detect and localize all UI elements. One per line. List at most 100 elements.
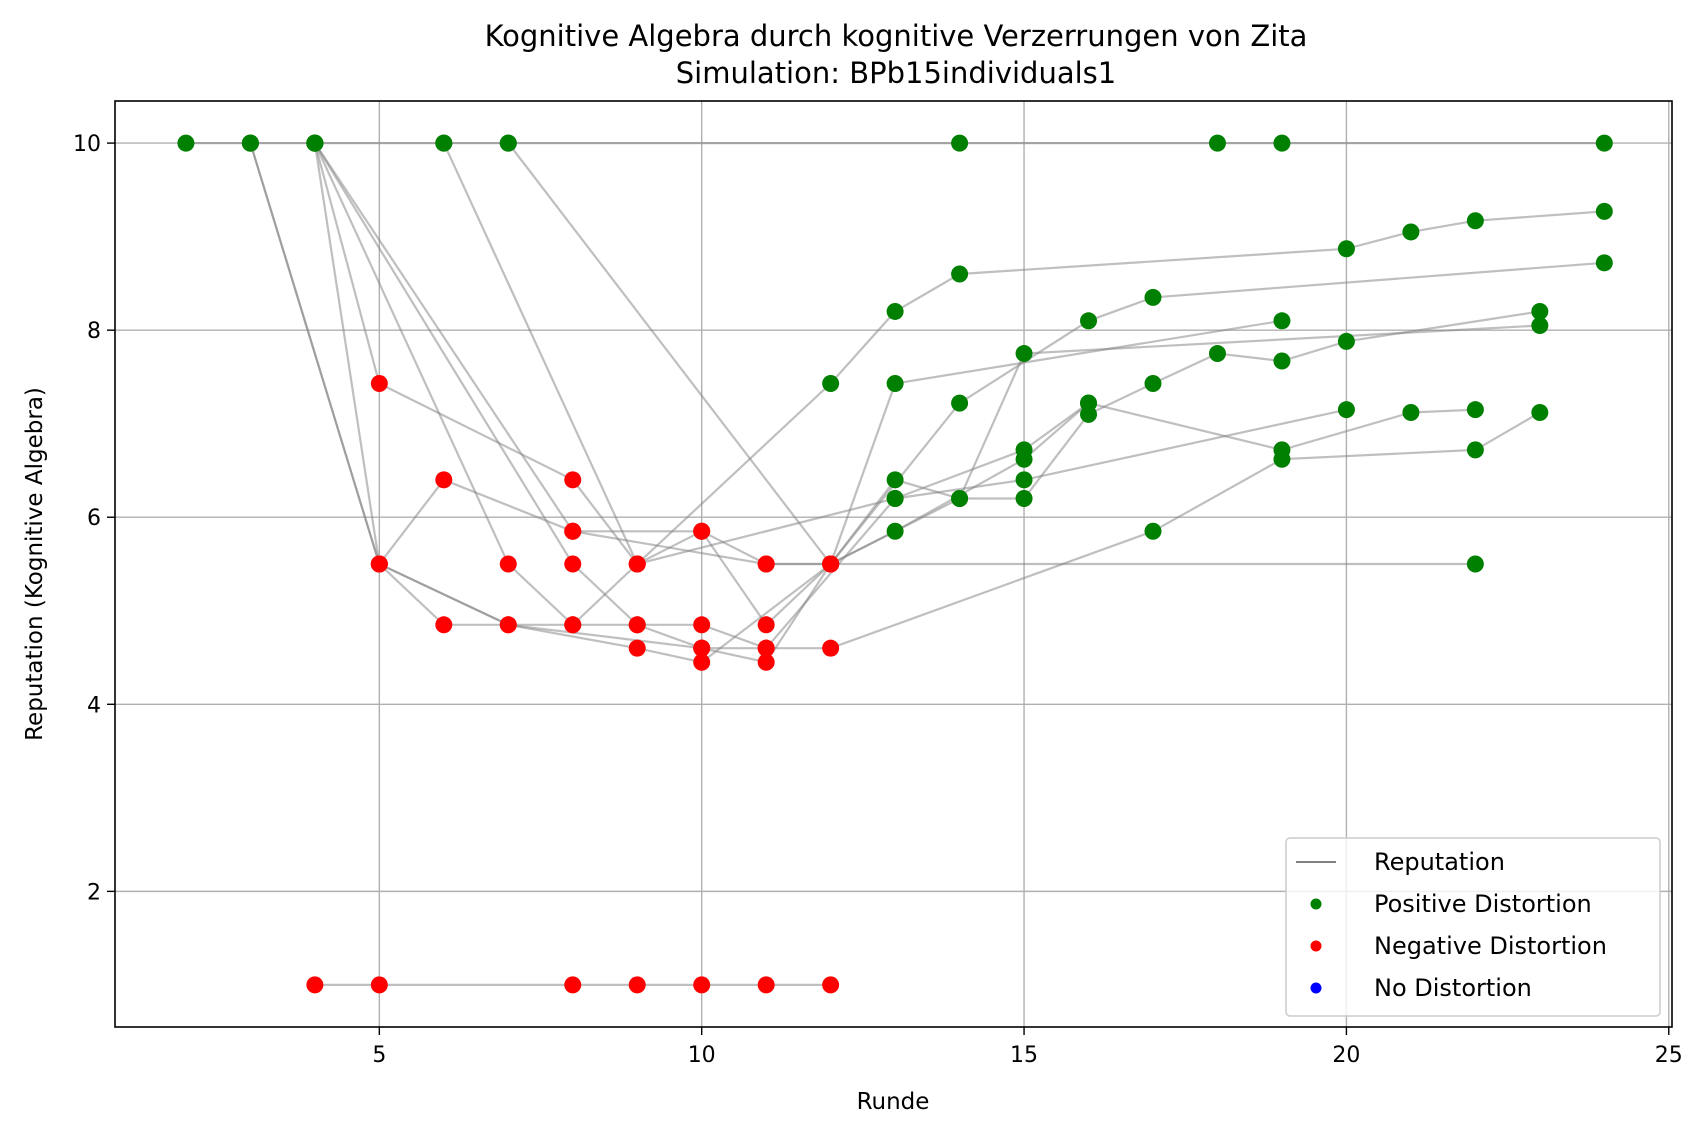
positive-distortion-point <box>1015 490 1033 508</box>
positive-distortion-point <box>1015 471 1033 489</box>
positive-distortion-point <box>1144 288 1162 306</box>
x-tick-label: 10 <box>688 1043 716 1068</box>
positive-distortion-point <box>1015 345 1033 363</box>
positive-distortion-point <box>1531 403 1549 421</box>
positive-distortion-point <box>177 134 195 152</box>
negative-distortion-point <box>564 555 582 573</box>
positive-distortion-point <box>822 374 840 392</box>
positive-distortion-point <box>1531 316 1549 334</box>
y-tick-label: 4 <box>87 693 101 718</box>
positive-distortion-point <box>1015 441 1033 459</box>
positive-distortion-point <box>1531 302 1549 320</box>
negative-distortion-point <box>693 616 711 634</box>
positive-distortion-point <box>1337 401 1355 419</box>
legend-dot-swatch <box>1310 982 1322 994</box>
positive-distortion-point <box>435 134 453 152</box>
reputation-line <box>313 142 1540 627</box>
positive-distortion-point <box>1080 394 1098 412</box>
negative-distortion-point <box>628 976 646 994</box>
reputation-line <box>378 478 1476 566</box>
positive-distortion-point <box>241 134 259 152</box>
positive-distortion-point <box>1273 134 1291 152</box>
y-tick-label: 10 <box>73 132 101 157</box>
negative-distortion-point <box>628 639 646 657</box>
x-tick-label: 5 <box>372 1043 386 1068</box>
positive-distortion-point <box>886 302 904 320</box>
positive-distortion-point <box>1402 403 1420 421</box>
y-axis-label: Reputation (Kognitive Algebra) <box>22 387 48 741</box>
legend-label: No Distortion <box>1374 974 1532 1002</box>
positive-distortion-point <box>886 490 904 508</box>
negative-distortion-point <box>628 555 646 573</box>
negative-distortion-point <box>757 653 775 671</box>
positive-distortion-point <box>951 134 969 152</box>
positive-distortion-point <box>951 394 969 412</box>
negative-distortion-point <box>822 555 840 573</box>
x-axis-label: Runde <box>857 1089 930 1115</box>
legend-label: Reputation <box>1374 848 1505 876</box>
negative-distortion-point <box>564 522 582 540</box>
chart-title: Kognitive Algebra durch kognitive Verzer… <box>485 19 1308 53</box>
negative-distortion-point <box>306 976 324 994</box>
negative-distortion-point <box>628 616 646 634</box>
negative-distortion-point <box>564 471 582 489</box>
negative-distortion-point <box>757 639 775 657</box>
negative-distortion-point <box>370 555 388 573</box>
positive-distortion-point <box>1402 223 1420 241</box>
positive-distortion-point <box>1144 374 1162 392</box>
negative-distortion-point <box>564 616 582 634</box>
negative-distortion-point <box>693 522 711 540</box>
positive-distortion-point <box>886 374 904 392</box>
positive-distortion-point <box>1080 312 1098 330</box>
negative-distortion-point <box>822 639 840 657</box>
positive-distortion-point <box>1595 254 1613 272</box>
legend-box <box>1285 837 1661 1017</box>
negative-distortion-point <box>693 976 711 994</box>
legend-label: Negative Distortion <box>1374 932 1607 960</box>
x-tick-label: 25 <box>1655 1043 1683 1068</box>
negative-distortion-point <box>499 555 517 573</box>
negative-distortion-point <box>370 374 388 392</box>
negative-distortion-point <box>757 555 775 573</box>
legend: Reputation Positive Distortion Negative Di… <box>1285 837 1661 1017</box>
reputation-line <box>313 142 1283 664</box>
positive-distortion-point <box>886 471 904 489</box>
positive-distortion-point <box>1273 352 1291 370</box>
positive-distortion-point <box>1337 332 1355 350</box>
positive-distortion-point <box>951 490 969 508</box>
x-tick-label: 20 <box>1332 1043 1360 1068</box>
chart-subtitle: Simulation: BPb15individuals1 <box>676 56 1116 90</box>
negative-distortion-point <box>435 471 453 489</box>
positive-distortion-point <box>951 265 969 283</box>
y-tick-label: 2 <box>87 880 101 905</box>
y-tick-label: 8 <box>87 319 101 344</box>
x-axis-ticks: 5 10 15 20 25 <box>372 1027 1683 1068</box>
positive-distortion-point <box>1273 441 1291 459</box>
positive-distortion-point <box>1144 522 1162 540</box>
positive-distortion-point <box>1466 441 1484 459</box>
positive-distortion-point <box>1337 240 1355 258</box>
distortion-points <box>177 134 1613 994</box>
legend-label: Positive Distortion <box>1374 890 1592 918</box>
positive-distortion-point <box>499 134 517 152</box>
negative-distortion-point <box>564 976 582 994</box>
positive-distortion-point <box>886 522 904 540</box>
negative-distortion-point <box>822 976 840 994</box>
y-axis-ticks: 2 4 6 8 10 <box>73 132 115 905</box>
positive-distortion-point <box>1273 312 1291 330</box>
negative-distortion-point <box>757 976 775 994</box>
positive-distortion-point <box>1595 202 1613 220</box>
positive-distortion-point <box>1208 134 1226 152</box>
negative-distortion-point <box>693 639 711 657</box>
negative-distortion-point <box>435 616 453 634</box>
negative-distortion-point <box>370 976 388 994</box>
positive-distortion-point <box>1595 134 1613 152</box>
positive-distortion-point <box>1466 555 1484 573</box>
y-tick-label: 6 <box>87 506 101 531</box>
legend-dot-swatch <box>1310 898 1322 910</box>
positive-distortion-point <box>1466 401 1484 419</box>
legend-dot-swatch <box>1310 940 1322 952</box>
negative-distortion-point <box>499 616 517 634</box>
x-tick-label: 15 <box>1010 1043 1038 1068</box>
